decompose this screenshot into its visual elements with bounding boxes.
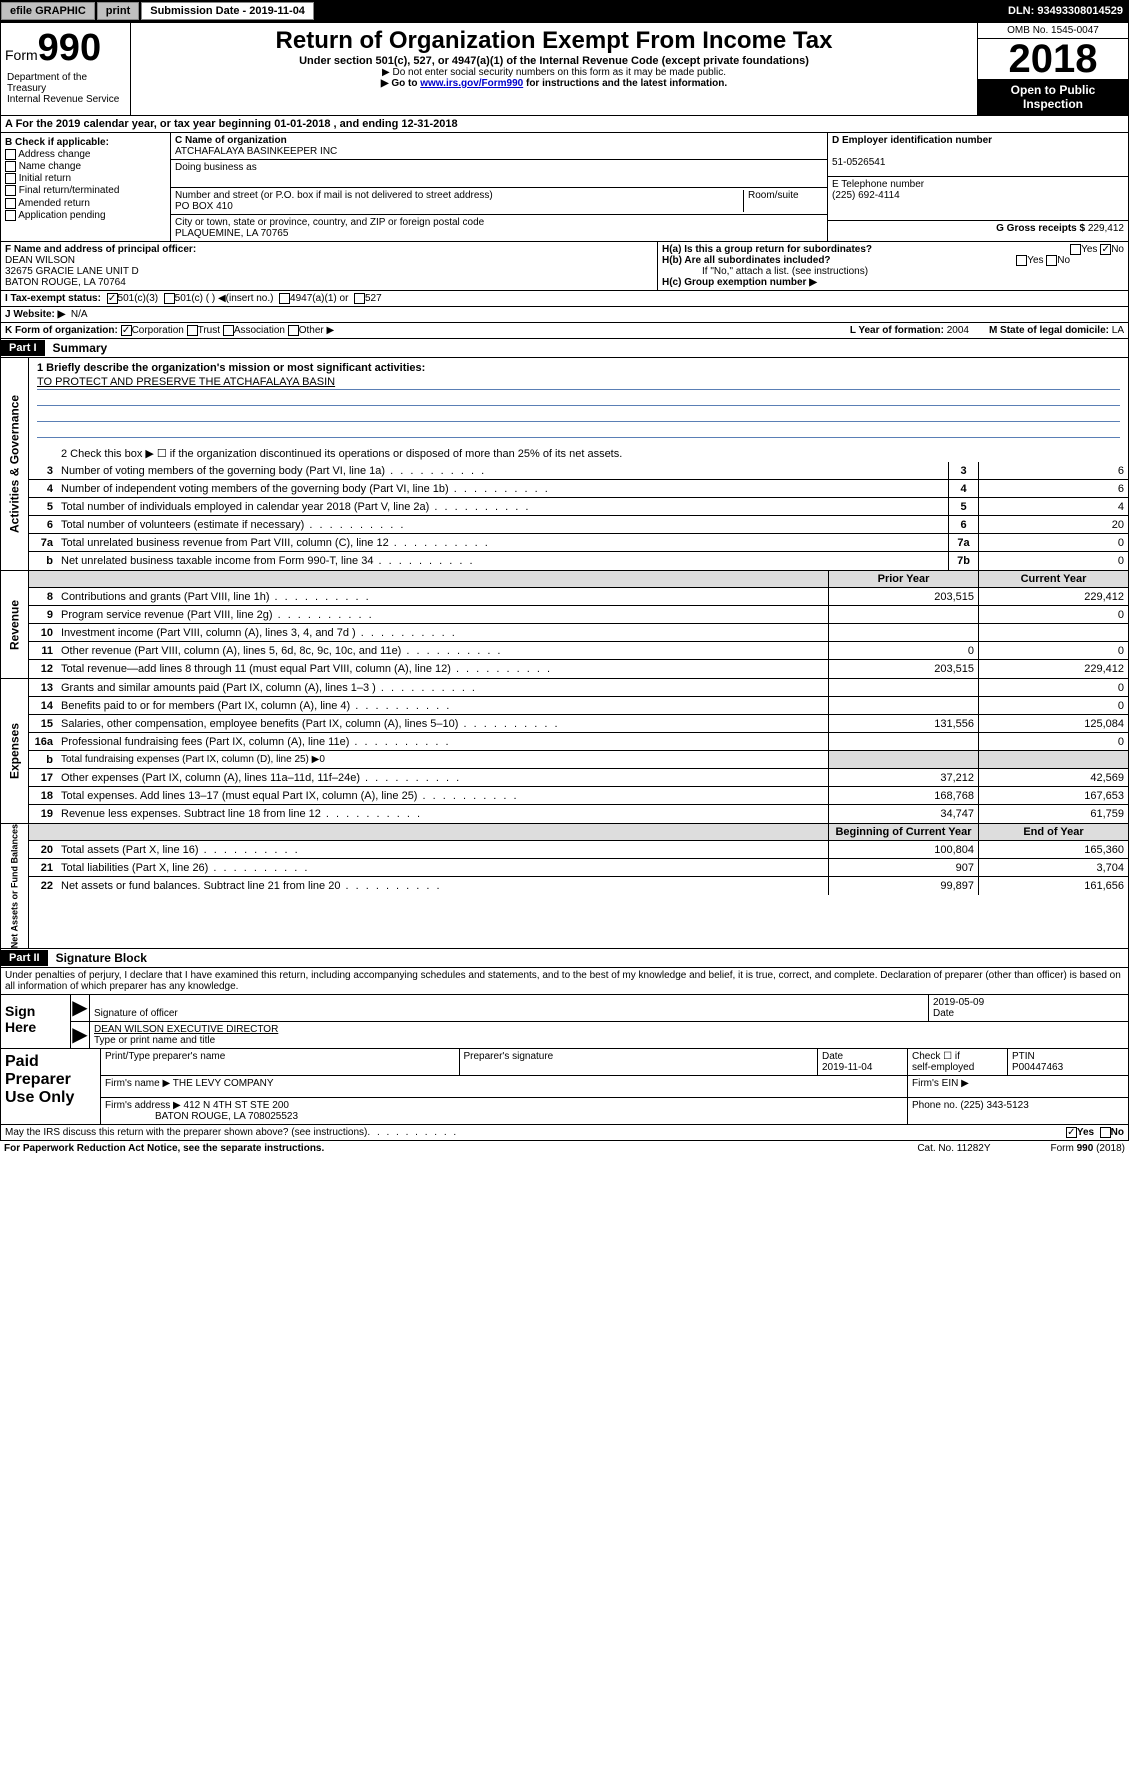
period-row: A For the 2019 calendar year, or tax yea…: [0, 116, 1129, 133]
irs-discuss-row: May the IRS discuss this return with the…: [0, 1125, 1129, 1141]
checkbox-option[interactable]: Amended return: [5, 198, 166, 209]
mission-text: TO PROTECT AND PRESERVE THE ATCHAFALAYA …: [37, 376, 335, 388]
firm-name: THE LEVY COMPANY: [173, 1078, 274, 1089]
part1-governance: Activities & Governance 1 Briefly descri…: [0, 358, 1129, 571]
table-row: 7aTotal unrelated business revenue from …: [29, 534, 1128, 552]
org-address: PO BOX 410: [175, 201, 233, 212]
table-row: 20Total assets (Part X, line 16)100,8041…: [29, 841, 1128, 859]
officer-name: DEAN WILSON: [5, 255, 75, 266]
table-row: 22Net assets or fund balances. Subtract …: [29, 877, 1128, 895]
org-city: PLAQUEMINE, LA 70765: [175, 228, 288, 239]
checkbox-501c3[interactable]: [107, 293, 118, 304]
paid-preparer-block: Paid Preparer Use Only Print/Type prepar…: [0, 1049, 1129, 1125]
part1-header: Part I Summary: [0, 339, 1129, 358]
print-button[interactable]: print: [97, 2, 139, 20]
table-row: 15Salaries, other compensation, employee…: [29, 715, 1128, 733]
table-row: 21Total liabilities (Part X, line 26)907…: [29, 859, 1128, 877]
box-b: B Check if applicable: Address change Na…: [1, 133, 171, 241]
part1-revenue: Revenue Prior Year Current Year 8Contrib…: [0, 571, 1129, 679]
checkbox-option[interactable]: Final return/terminated: [5, 185, 166, 196]
penalty-statement: Under penalties of perjury, I declare th…: [0, 968, 1129, 995]
table-row: 11Other revenue (Part VIII, column (A), …: [29, 642, 1128, 660]
part1-netassets: Net Assets or Fund Balances Beginning of…: [0, 824, 1129, 949]
submission-date: Submission Date - 2019-11-04: [141, 2, 314, 20]
table-row: 13Grants and similar amounts paid (Part …: [29, 679, 1128, 697]
org-name: ATCHAFALAYA BASINKEEPER INC: [175, 146, 337, 157]
sign-date: 2019-05-09: [933, 997, 984, 1008]
table-row: 5Total number of individuals employed in…: [29, 498, 1128, 516]
row-k-org-form: K Form of organization: Corporation Trus…: [0, 323, 1129, 339]
sign-block: Sign Here ▶ Signature of officer 2019-05…: [0, 995, 1129, 1049]
efile-button[interactable]: efile GRAPHIC: [1, 2, 95, 20]
row-fh: F Name and address of principal officer:…: [0, 242, 1129, 291]
ein-value: 51-0526541: [832, 157, 885, 168]
gross-receipts: 229,412: [1088, 223, 1124, 234]
form-subtitle: Under section 501(c), 527, or 4947(a)(1)…: [135, 55, 973, 67]
table-row: 4Number of independent voting members of…: [29, 480, 1128, 498]
top-toolbar: efile GRAPHIC print Submission Date - 20…: [0, 0, 1129, 22]
table-row: bNet unrelated business taxable income f…: [29, 552, 1128, 570]
table-row: 9Program service revenue (Part VIII, lin…: [29, 606, 1128, 624]
form-title: Return of Organization Exempt From Incom…: [135, 27, 973, 55]
dept-treasury: Department of the Treasury Internal Reve…: [5, 70, 126, 107]
table-row: 17Other expenses (Part IX, column (A), l…: [29, 769, 1128, 787]
table-row: bTotal fundraising expenses (Part IX, co…: [29, 751, 1128, 769]
officer-printed-name: DEAN WILSON EXECUTIVE DIRECTOR: [94, 1024, 278, 1035]
form-number: Form990: [5, 27, 126, 70]
box-d: D Employer identification number 51-0526…: [828, 133, 1128, 241]
table-row: 18Total expenses. Add lines 13–17 (must …: [29, 787, 1128, 805]
table-row: 3Number of voting members of the governi…: [29, 462, 1128, 480]
row-i-tax-status: I Tax-exempt status: 501(c)(3) 501(c) ( …: [0, 291, 1129, 307]
table-row: 16aProfessional fundraising fees (Part I…: [29, 733, 1128, 751]
form-note-link: ▶ Go to www.irs.gov/Form990 for instruct…: [135, 78, 973, 89]
form-header: Form990 Department of the Treasury Inter…: [0, 22, 1129, 116]
footer-row: For Paperwork Reduction Act Notice, see …: [0, 1141, 1129, 1156]
row-j-website: J Website: ▶ N/A: [0, 307, 1129, 323]
table-row: 10Investment income (Part VIII, column (…: [29, 624, 1128, 642]
checkbox-option[interactable]: Name change: [5, 161, 166, 172]
checkbox-option[interactable]: Application pending: [5, 210, 166, 221]
checkbox-option[interactable]: Initial return: [5, 173, 166, 184]
firm-phone: (225) 343-5123: [960, 1100, 1028, 1111]
form-note-ssn: ▶ Do not enter social security numbers o…: [135, 67, 973, 78]
box-c: C Name of organization ATCHAFALAYA BASIN…: [171, 133, 828, 241]
part2-header: Part II Signature Block: [0, 949, 1129, 968]
tax-year: 2018: [978, 39, 1128, 79]
part1-expenses: Expenses 13Grants and similar amounts pa…: [0, 679, 1129, 824]
phone-value: (225) 692-4114: [832, 190, 900, 201]
identity-grid: B Check if applicable: Address change Na…: [0, 133, 1129, 242]
table-row: 8Contributions and grants (Part VIII, li…: [29, 588, 1128, 606]
table-row: 14Benefits paid to or for members (Part …: [29, 697, 1128, 715]
dln-label: DLN: 93493308014529: [1008, 5, 1129, 17]
ptin-value: P00447463: [1012, 1062, 1063, 1073]
table-row: 19Revenue less expenses. Subtract line 1…: [29, 805, 1128, 823]
open-public-badge: Open to PublicInspection: [978, 79, 1128, 115]
checkbox-option[interactable]: Address change: [5, 149, 166, 160]
table-row: 6Total number of volunteers (estimate if…: [29, 516, 1128, 534]
irs-link[interactable]: www.irs.gov/Form990: [420, 78, 523, 89]
table-row: 12Total revenue—add lines 8 through 11 (…: [29, 660, 1128, 678]
